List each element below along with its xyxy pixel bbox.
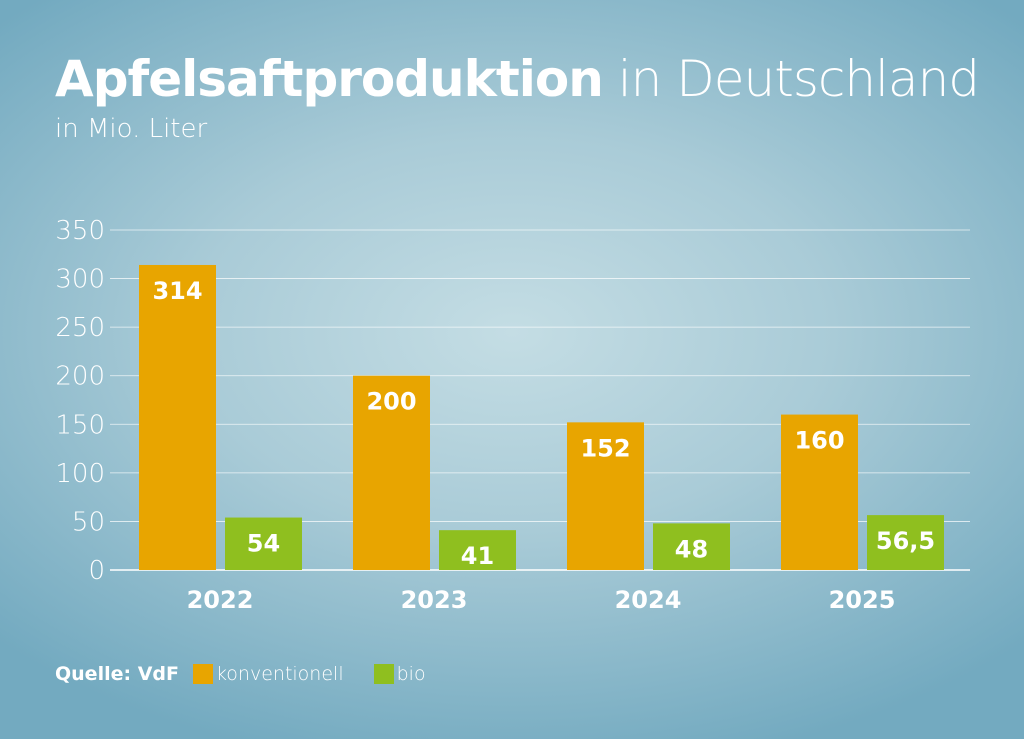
- bar-konventionell-2022: [139, 264, 216, 570]
- data-label: 48: [675, 535, 708, 563]
- data-label: 56,5: [876, 527, 935, 555]
- x-tick-label: 2024: [615, 586, 682, 614]
- bar-bio-2024: [653, 523, 730, 570]
- legend-swatch-bio: [373, 664, 394, 684]
- data-label: 41: [461, 542, 494, 570]
- bar-konventionell-2023: [353, 375, 430, 570]
- x-tick-label: 2023: [401, 586, 468, 614]
- bar-konventionell-2024: [567, 422, 644, 570]
- legend-label-konventionell: konventionell: [215, 663, 344, 685]
- data-label: 200: [366, 388, 416, 416]
- y-tick-label: 0: [88, 556, 105, 586]
- bar-bio-2023: [439, 530, 516, 570]
- data-label: 54: [247, 530, 280, 558]
- chart-title: Apfelsaftproduktion in Deutschland: [55, 50, 980, 108]
- y-tick-label: 200: [55, 362, 105, 392]
- source-label: Quelle: VdF: [55, 663, 179, 685]
- bar-konventionell-2025: [781, 414, 858, 570]
- x-tick-label: 2025: [829, 586, 896, 614]
- x-tick-label: 2022: [187, 586, 254, 614]
- title-bold: Apfelsaftproduktion: [55, 50, 604, 108]
- bar-bio-2025: [867, 515, 944, 570]
- y-tick-label: 100: [55, 459, 105, 489]
- title-light: in Deutschland: [617, 50, 980, 108]
- bar-bio-2022: [225, 517, 302, 570]
- y-tick-label: 350: [55, 216, 105, 246]
- legend-label-bio: bio: [396, 663, 426, 685]
- data-label: 314: [152, 277, 202, 305]
- chart-subtitle: in Mio. Liter: [55, 114, 208, 144]
- y-tick-label: 50: [72, 507, 105, 537]
- y-tick-label: 150: [55, 410, 105, 440]
- legend: Quelle: VdF konventionell bio: [55, 663, 426, 685]
- legend-swatch-konventionell: [192, 664, 213, 684]
- data-label: 152: [580, 434, 630, 462]
- y-tick-label: 300: [55, 265, 105, 295]
- y-tick-label: 250: [55, 313, 105, 343]
- data-label: 160: [794, 427, 844, 455]
